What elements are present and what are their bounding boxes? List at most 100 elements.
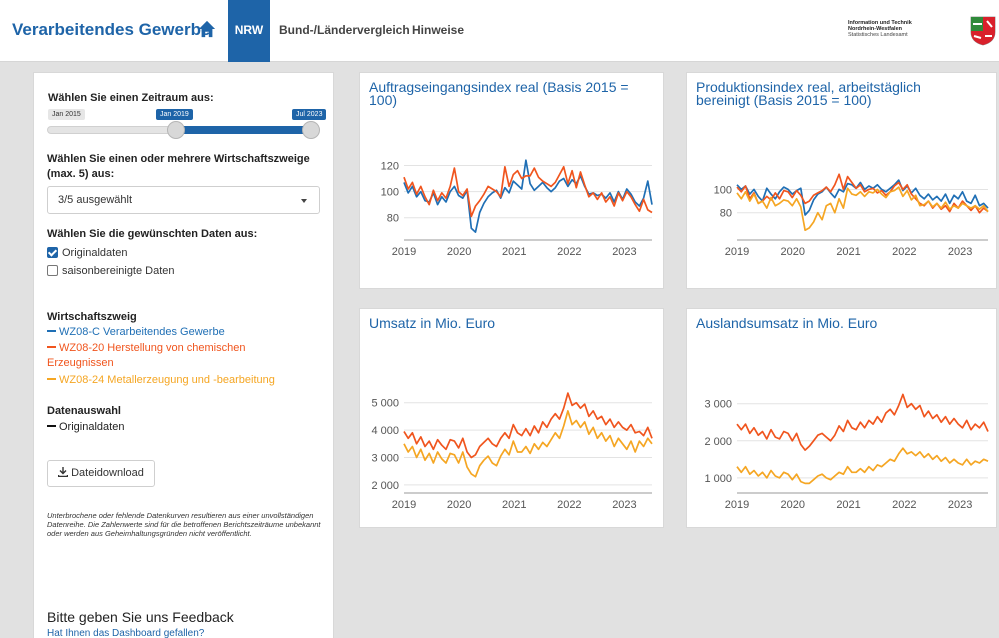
legend-swatch xyxy=(47,330,56,332)
legend-item-wz08-20: WZ08-20 Herstellung von chemischen Erzeu… xyxy=(47,341,287,371)
x-tick-label: 2022 xyxy=(892,499,916,511)
x-tick-label: 2023 xyxy=(948,499,972,511)
home-icon[interactable] xyxy=(198,20,216,38)
chart-card-umsatz: Umsatz in Mio. Euro 2 000 3 000 4 000 5 000… xyxy=(359,308,664,528)
slider-to-tag: Jul 2023 xyxy=(292,109,327,120)
tab-hinweise[interactable]: Hinweise xyxy=(412,23,465,37)
y-tick-label: 1 000 xyxy=(704,473,732,485)
caret-down-icon xyxy=(301,199,307,203)
chart-card-auslandsumsatz: Auslandsumsatz in Mio. Euro 1 000 2 000 3 … xyxy=(686,308,997,528)
chart-title: Auslandsumsatz in Mio. Euro xyxy=(696,315,878,331)
y-tick-label: 2 000 xyxy=(371,480,399,492)
datasel-item-label: Originaldaten xyxy=(59,421,125,433)
feedback-title: Bitte geben Sie uns Feedback xyxy=(47,609,234,625)
x-tick-label: 2021 xyxy=(502,499,526,511)
y-tick-label: 4 000 xyxy=(371,425,399,437)
checkbox-saisonbereinigt[interactable]: saisonbereinigte Daten xyxy=(47,265,175,277)
checkbox-checked-icon[interactable] xyxy=(47,247,58,258)
y-tick-label: 120 xyxy=(381,160,399,172)
chart-title: Produktionsindex real, arbeitstäglich be… xyxy=(696,79,921,108)
chart-svg-1[interactable]: 80 100 2019 2020 2021 2022 2023 xyxy=(687,73,998,290)
legend-title: Wirtschaftszweig xyxy=(47,311,137,323)
legend-swatch xyxy=(47,425,56,427)
chart-title: Auftragseingangsindex real (Basis 2015 =… xyxy=(369,79,629,108)
series-line[interactable] xyxy=(403,410,653,478)
checkbox-unchecked-icon[interactable] xyxy=(47,265,58,276)
checkbox-originaldaten-label: Originaldaten xyxy=(62,247,128,259)
branches-label: Wählen Sie einen oder mehrere Wirtschaft… xyxy=(47,153,310,180)
x-tick-label: 2020 xyxy=(781,499,805,511)
legend-label: WZ08-24 Metallerzeugung und -bearbeitung xyxy=(59,374,275,386)
legend-item-wz08-c: WZ08-C Verarbeitendes Gewerbe xyxy=(47,325,317,340)
filter-sidebar: Wählen Sie einen Zeitraum aus: Jan 2015 … xyxy=(33,72,334,638)
checkbox-saisonbereinigt-label: saisonbereinigte Daten xyxy=(62,265,175,277)
x-tick-label: 2021 xyxy=(502,246,526,258)
series-line[interactable] xyxy=(736,186,989,232)
period-label: Wählen Sie einen Zeitraum aus: xyxy=(48,92,214,104)
data-gap-note: Unterbrochene oder fehlende Datenkurven … xyxy=(47,511,321,538)
chart-card-auftragseingang: Auftragseingangsindex real (Basis 2015 =… xyxy=(359,72,664,289)
chart-svg-0[interactable]: 80 100 120 2019 2020 2021 2022 2023 xyxy=(360,73,665,290)
series-line[interactable] xyxy=(736,393,989,451)
legend-swatch xyxy=(47,378,56,380)
x-tick-label: 2019 xyxy=(725,246,749,258)
org-line-1: Information und Technik xyxy=(848,20,912,26)
download-button-label: Dateidownload xyxy=(71,467,144,479)
branches-select-value: 3/5 ausgewählt xyxy=(58,194,132,206)
y-tick-label: 2 000 xyxy=(704,436,732,448)
x-tick-label: 2023 xyxy=(612,246,636,258)
datasel-title: Datenauswahl xyxy=(47,405,121,417)
x-tick-label: 2023 xyxy=(948,246,972,258)
y-tick-label: 80 xyxy=(387,213,399,225)
x-tick-label: 2023 xyxy=(612,499,636,511)
chart-title: Umsatz in Mio. Euro xyxy=(369,315,496,331)
slider-min-tag: Jan 2015 xyxy=(48,109,85,120)
period-slider-range[interactable] xyxy=(176,126,312,134)
series-line[interactable] xyxy=(403,159,653,233)
series-line[interactable] xyxy=(403,165,653,218)
slider-handle-to[interactable] xyxy=(302,121,320,139)
branches-select[interactable]: 3/5 ausgewählt xyxy=(47,186,320,214)
legend-swatch xyxy=(47,346,56,348)
chart-card-produktion: Produktionsindex real, arbeitstäglich be… xyxy=(686,72,997,289)
datasel-item: Originaldaten xyxy=(47,420,317,435)
download-button[interactable]: Dateidownload xyxy=(47,460,155,487)
series-line[interactable] xyxy=(736,179,989,216)
x-tick-label: 2020 xyxy=(781,246,805,258)
y-tick-label: 100 xyxy=(714,184,732,196)
nrw-crest-logo xyxy=(970,16,996,46)
checkbox-originaldaten[interactable]: Originaldaten xyxy=(47,247,127,259)
y-tick-label: 5 000 xyxy=(371,398,399,410)
slider-handle-from[interactable] xyxy=(167,121,185,139)
x-tick-label: 2022 xyxy=(892,246,916,258)
data-choice-label: Wählen Sie die gewünschten Daten aus: xyxy=(47,228,258,240)
y-tick-label: 3 000 xyxy=(371,452,399,464)
x-tick-label: 2019 xyxy=(725,499,749,511)
legend-label: WZ08-20 Herstellung von chemischen Erzeu… xyxy=(47,342,246,369)
download-icon xyxy=(57,467,69,478)
x-tick-label: 2022 xyxy=(557,246,581,258)
x-tick-label: 2021 xyxy=(836,499,860,511)
y-tick-label: 100 xyxy=(381,187,399,199)
feedback-link[interactable]: Hat Ihnen das Dashboard gefallen? xyxy=(47,628,205,638)
y-tick-label: 80 xyxy=(720,208,732,220)
x-tick-label: 2020 xyxy=(447,499,471,511)
top-navbar: Verarbeitendes Gewerbe NRW Bund-/Länderv… xyxy=(0,0,999,62)
org-name: Information und Technik Nordrhein-Westfa… xyxy=(848,20,946,39)
chart-svg-2[interactable]: 2 000 3 000 4 000 5 000 2019 2020 2021 2022 2023 xyxy=(360,309,665,529)
x-tick-label: 2022 xyxy=(557,499,581,511)
app-title[interactable]: Verarbeitendes Gewerbe xyxy=(12,20,211,39)
legend-label: WZ08-C Verarbeitendes Gewerbe xyxy=(59,326,225,338)
x-tick-label: 2019 xyxy=(392,246,416,258)
x-tick-label: 2019 xyxy=(392,499,416,511)
org-line-3: Statistisches Landesamt xyxy=(848,32,908,39)
tab-nrw[interactable]: NRW xyxy=(228,0,270,62)
tab-bund-laender[interactable]: Bund-/Ländervergleich xyxy=(279,23,410,37)
series-line[interactable] xyxy=(736,447,989,485)
series-line[interactable] xyxy=(736,173,989,214)
x-tick-label: 2021 xyxy=(836,246,860,258)
x-tick-label: 2020 xyxy=(447,246,471,258)
y-tick-label: 3 000 xyxy=(704,399,732,411)
chart-svg-3[interactable]: 1 000 2 000 3 000 2019 2020 2021 2022 2023 xyxy=(687,309,998,529)
series-line[interactable] xyxy=(403,392,653,459)
